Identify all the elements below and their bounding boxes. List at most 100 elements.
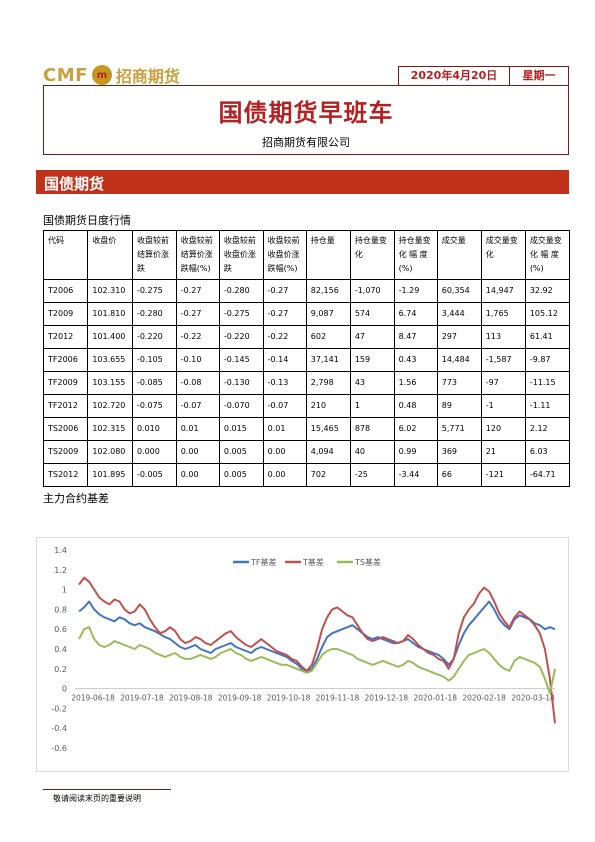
table-cell: TF2006: [42, 348, 89, 372]
table-cell: T2009: [42, 302, 89, 326]
table-cell: 101.895: [87, 463, 133, 487]
table-cell: -64.71: [524, 463, 571, 487]
col-header: 成交量: [436, 230, 482, 280]
table-cell: 3,444: [436, 302, 482, 326]
section-header: 国债期货: [36, 170, 569, 194]
table-cell: 0.48: [393, 394, 438, 418]
y-tick-label: 1: [62, 586, 67, 595]
table-cell: 89: [436, 394, 482, 418]
table-cell: 0.43: [393, 348, 438, 372]
table-cell: 0.010: [131, 417, 177, 441]
table-cell: 102.080: [87, 440, 133, 464]
table-cell: 702: [305, 463, 351, 487]
table-cell: 1,765: [480, 302, 526, 326]
x-tick-label: 2019-08-18: [169, 694, 213, 703]
table-cell: 102.310: [87, 279, 133, 303]
table-cell: -0.07: [175, 394, 220, 418]
col-header: 持仓量变化 幅 度(%): [393, 230, 438, 280]
table-cell: -0.280: [218, 279, 264, 303]
x-tick-label: 2020-01-18: [413, 694, 457, 703]
table-cell: 2.12: [524, 417, 571, 441]
y-tick-label: 0.4: [54, 645, 67, 654]
y-tick-label: 0.2: [54, 665, 67, 674]
company-name: 招商期货有限公司: [262, 136, 350, 149]
table-cell: 878: [349, 417, 395, 441]
table-cell: 0.00: [262, 440, 307, 464]
series-line-TS基差: [78, 626, 556, 695]
table-cell: TS2009: [42, 440, 89, 464]
table-cell: -0.27: [262, 302, 307, 326]
table-cell: 15,465: [305, 417, 351, 441]
date-bar: 2020年4月20日 星期一: [398, 66, 569, 86]
table-cell: -1: [480, 394, 526, 418]
col-header: 持仓量: [305, 230, 351, 280]
table-cell: 0.015: [218, 417, 264, 441]
table-cell: 105.12: [524, 302, 571, 326]
table-cell: -0.145: [218, 348, 264, 372]
table-cell: -0.27: [175, 279, 220, 303]
table-cell: -0.220: [131, 325, 177, 349]
table-row: TF2009 103.155 -0.085 -0.08 -0.130 -0.13 2,798…: [42, 371, 571, 395]
col-header: 成交量变化: [480, 230, 526, 280]
table-cell: 159: [349, 348, 395, 372]
table-cell: 0.00: [175, 440, 220, 464]
table-cell: 4,094: [305, 440, 351, 464]
table-cell: TF2012: [42, 394, 89, 418]
footer-divider: [43, 789, 171, 790]
chart-title: 主力合约基差: [43, 492, 109, 505]
table-cell: 40: [349, 440, 395, 464]
table-cell: -0.280: [131, 302, 177, 326]
table-cell: TS2012: [42, 463, 89, 487]
table-cell: 6.74: [393, 302, 438, 326]
table-cell: -0.27: [175, 302, 220, 326]
table-cell: 369: [436, 440, 482, 464]
table-row: TS2009 102.080 0.000 0.00 0.005 0.00 4,094 40 0.…: [42, 440, 571, 464]
y-tick-label: -0.4: [51, 724, 67, 733]
col-header: 收盘价: [87, 230, 133, 280]
x-tick-label: 2019-09-18: [218, 694, 262, 703]
table-cell: 66: [436, 463, 482, 487]
y-tick-label: -0.6: [51, 744, 67, 753]
table-cell: 1: [349, 394, 395, 418]
x-tick-label: 2020-02-18: [462, 694, 506, 703]
table-cell: 0.000: [131, 440, 177, 464]
table-cell: -0.22: [175, 325, 220, 349]
table-cell: -3.44: [393, 463, 438, 487]
table-cell: -25: [349, 463, 395, 487]
x-tick-label: 2019-06-18: [71, 694, 115, 703]
table-cell: -11.15: [524, 371, 571, 395]
table-cell: 47: [349, 325, 395, 349]
series-line-T基差: [78, 576, 556, 724]
table-cell: -1,070: [349, 279, 395, 303]
section-title: 国债期货: [44, 175, 105, 193]
y-tick-label: 1.2: [54, 566, 67, 575]
table-cell: 103.155: [87, 371, 133, 395]
col-header: 收盘较前结算价涨跌幅(%): [175, 230, 220, 280]
legend-label: T基差: [302, 557, 324, 567]
table-cell: 2,798: [305, 371, 351, 395]
logo-cmf-text: CMF: [43, 64, 88, 86]
table-cell: 102.315: [87, 417, 133, 441]
table-cell: 6.02: [393, 417, 438, 441]
report-date: 2020年4月20日: [399, 67, 510, 85]
company-logo: CMF m 招商期货: [43, 63, 180, 87]
table-row: T2009 101.810 -0.280 -0.27 -0.275 -0.27 9,087 5…: [42, 302, 571, 326]
table-cell: 0.005: [218, 463, 264, 487]
legend-label: TS基差: [354, 557, 381, 567]
col-header: 收盘较前结算价涨跌: [131, 230, 177, 280]
title-box: [43, 86, 569, 155]
table-row: T2006 102.310 -0.275 -0.27 -0.280 -0.27 82,156…: [42, 279, 571, 303]
y-tick-label: 0.8: [54, 605, 67, 614]
table-cell: 5,771: [436, 417, 482, 441]
series-line-TF基差: [78, 600, 556, 672]
basis-chart-frame: 1.4 1.2 1 0.8 0.6 0.4 0.2 0 -0.2 -0.4 -0.6 2019-06-…: [36, 537, 569, 772]
col-header: 成交量变化 幅 度(%): [524, 230, 571, 280]
page-title: 国债期货早班车: [218, 99, 394, 127]
table-cell: 574: [349, 302, 395, 326]
table-title: 国债期货日度行情: [43, 214, 131, 227]
table-cell: -0.070: [218, 394, 264, 418]
x-tick-label: 2019-07-18: [120, 694, 164, 703]
table-cell: -97: [480, 371, 526, 395]
table-cell: 0.01: [262, 417, 307, 441]
table-cell: 9,087: [305, 302, 351, 326]
